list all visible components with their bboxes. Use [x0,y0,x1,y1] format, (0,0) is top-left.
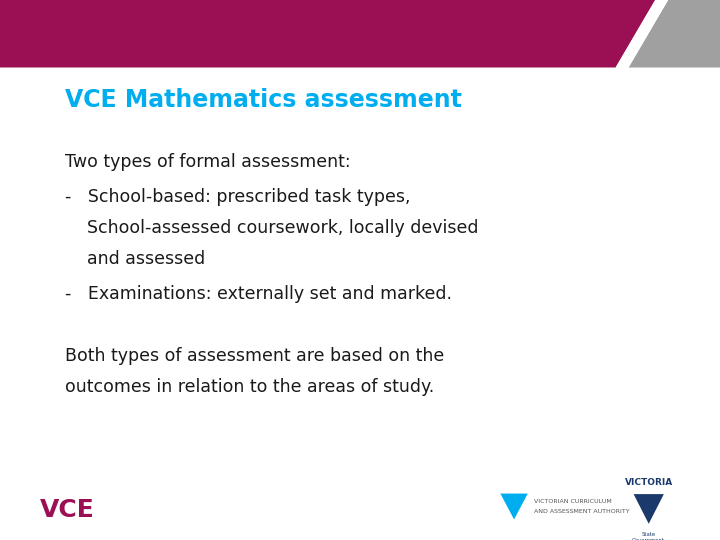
Text: VCE: VCE [40,498,94,522]
Text: and assessed: and assessed [65,249,205,268]
Polygon shape [500,494,528,519]
Text: VICTORIAN CURRICULUM: VICTORIAN CURRICULUM [534,500,611,504]
Text: State
Government: State Government [632,532,665,540]
Polygon shape [629,0,720,68]
Text: outcomes in relation to the areas of study.: outcomes in relation to the areas of stu… [65,378,434,396]
Polygon shape [616,0,668,68]
Text: VICTORIA: VICTORIA [624,478,673,487]
Polygon shape [634,494,664,524]
Text: Both types of assessment are based on the: Both types of assessment are based on th… [65,347,444,366]
Text: Two types of formal assessment:: Two types of formal assessment: [65,153,351,171]
Text: School-assessed coursework, locally devised: School-assessed coursework, locally devi… [65,219,478,237]
Text: VCE Mathematics assessment: VCE Mathematics assessment [65,88,462,112]
Text: -   School-based: prescribed task types,: - School-based: prescribed task types, [65,188,410,206]
Text: -   Examinations: externally set and marked.: - Examinations: externally set and marke… [65,285,452,303]
Text: AND ASSESSMENT AUTHORITY: AND ASSESSMENT AUTHORITY [534,509,629,514]
Polygon shape [0,0,655,68]
